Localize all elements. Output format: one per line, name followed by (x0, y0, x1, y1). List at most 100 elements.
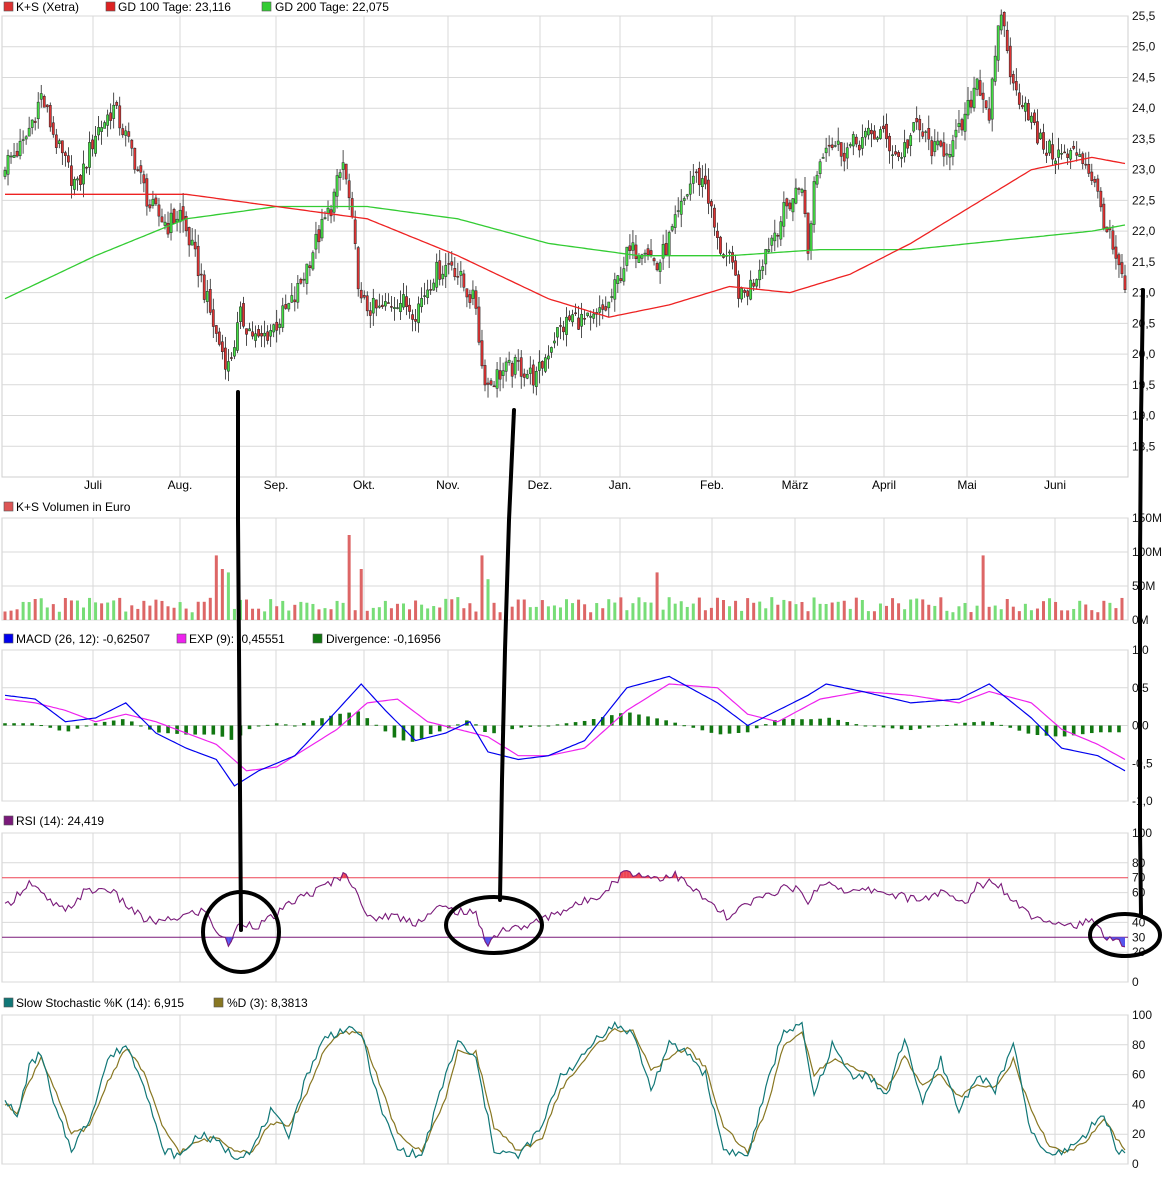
candle-down (463, 274, 465, 287)
candle-up (632, 243, 634, 251)
rsi-oversold-fill (1122, 937, 1125, 947)
candle-up (384, 301, 386, 306)
volume-bar (625, 610, 628, 620)
volume-bar (1018, 611, 1021, 620)
divergence-bar (646, 716, 650, 725)
divergence-bar (637, 714, 641, 725)
volume-bar (124, 612, 127, 620)
divergence-bar (510, 726, 514, 730)
candle-up (538, 362, 540, 370)
volume-bar (88, 598, 91, 620)
volume-bar (390, 608, 393, 620)
divergence-bar (420, 726, 424, 739)
candle-up (780, 222, 782, 239)
volume-bar (1066, 610, 1069, 620)
divergence-bar (836, 720, 840, 726)
candle-down (493, 386, 495, 387)
volume-bar (420, 605, 423, 620)
candle-down (559, 325, 561, 326)
divergence-bar (936, 726, 940, 727)
candle-up (994, 56, 996, 81)
candle-down (737, 275, 739, 299)
volume-bar (487, 579, 490, 620)
candle-up (952, 141, 954, 157)
candle-down (1018, 93, 1020, 105)
candle-up (336, 176, 338, 197)
volume-bar (631, 603, 634, 620)
candle-up (206, 291, 208, 301)
candle-up (795, 188, 797, 203)
candle-down (747, 291, 749, 296)
candle-down (897, 152, 899, 156)
candle-down (43, 96, 45, 107)
divergence-bar (692, 726, 696, 728)
month-label: Nov. (436, 478, 460, 492)
candle-down (562, 327, 564, 332)
candle-down (67, 156, 69, 162)
candle-up (680, 201, 682, 214)
legend-label-ks: K+S (Xetra) (16, 0, 79, 14)
candle-up (164, 222, 166, 225)
volume-bar (305, 603, 308, 620)
candle-up (297, 283, 299, 302)
price-tick-label: 19,5 (1132, 378, 1156, 392)
candle-down (348, 181, 350, 198)
candle-up (31, 120, 33, 128)
month-label: Mai (957, 478, 976, 492)
candle-up (279, 324, 281, 328)
candle-up (372, 298, 374, 313)
volume-bar (813, 597, 816, 620)
candle-down (943, 143, 945, 157)
candle-down (894, 152, 896, 155)
candle-up (644, 253, 646, 254)
candle-down (294, 300, 296, 302)
candle-down (629, 246, 631, 251)
candle-up (315, 234, 317, 249)
candle-down (466, 289, 468, 297)
rsi-tick-label: 100 (1132, 826, 1152, 840)
volume-bar (106, 603, 109, 620)
divergence-bar (293, 726, 297, 727)
volume-bar (933, 606, 936, 620)
candle-up (113, 105, 115, 118)
candle-up (1054, 161, 1056, 164)
divergence-bar (565, 723, 569, 725)
volume-bar (366, 611, 369, 620)
candle-up (417, 304, 419, 323)
candle-down (212, 310, 214, 327)
volume-bar (644, 602, 647, 620)
candle-up (1024, 103, 1026, 111)
divergence-bar (791, 719, 795, 725)
volume-bar (1102, 601, 1105, 620)
candle-up (321, 219, 323, 238)
candle-up (801, 189, 803, 192)
candle-down (381, 305, 383, 307)
candle-down (122, 129, 124, 135)
volume-bar (782, 600, 785, 620)
volume-bar (825, 604, 828, 620)
divergence-bar (800, 719, 804, 725)
volume-bar (40, 598, 43, 620)
candle-down (520, 358, 522, 377)
divergence-bar (891, 726, 895, 729)
volume-bar (837, 602, 840, 620)
candle-down (602, 305, 604, 310)
volume-bar (794, 604, 797, 620)
volume-bar (221, 569, 224, 620)
volume-bar (982, 555, 985, 620)
candle-down (858, 145, 860, 150)
candle-up (505, 362, 507, 371)
volume-bar (432, 606, 435, 620)
candle-down (907, 140, 909, 148)
candle-up (94, 136, 96, 153)
volume-bar (764, 608, 767, 620)
volume-bar (336, 601, 339, 620)
volume-bar (167, 606, 170, 620)
volume-bar (583, 604, 586, 620)
volume-bar (462, 608, 465, 620)
candle-down (451, 262, 453, 266)
volume-bar (728, 606, 731, 620)
volume-bar (1030, 610, 1033, 620)
candle-down (970, 100, 972, 107)
divergence-bar (221, 726, 225, 737)
